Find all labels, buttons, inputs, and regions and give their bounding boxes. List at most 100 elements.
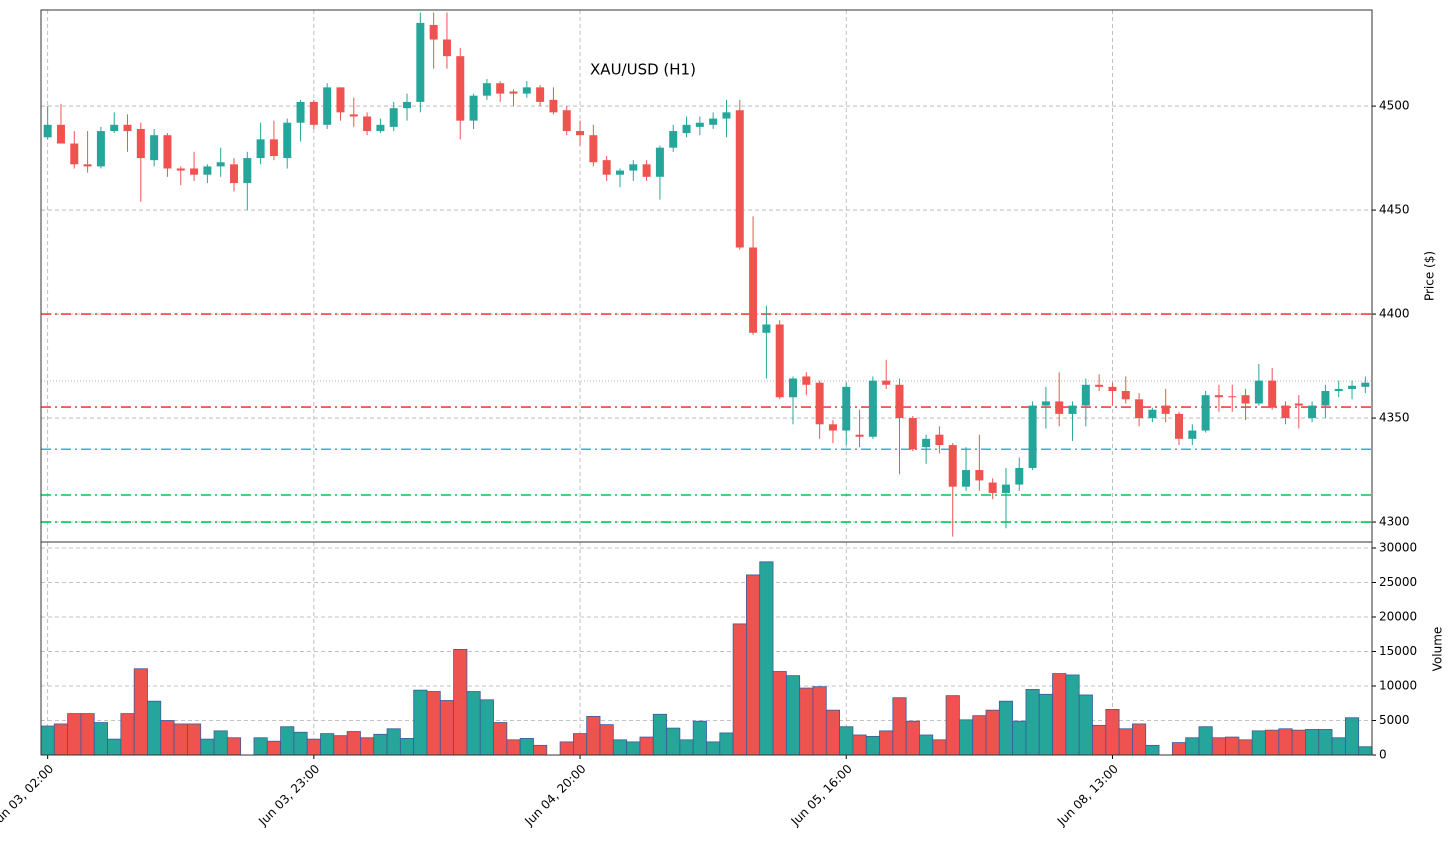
- volume-bar: [639, 736, 654, 756]
- volume-bar: [1318, 729, 1333, 756]
- candle-body: [203, 166, 212, 175]
- volume-bar: [53, 723, 69, 756]
- volume-bar: [40, 725, 55, 756]
- candle-body: [1108, 386, 1117, 392]
- volume-bar: [80, 713, 95, 756]
- volume-bar: [1052, 673, 1067, 756]
- volume-bar: [772, 671, 787, 756]
- candle-body: [1028, 405, 1037, 468]
- candle-body: [56, 124, 65, 144]
- candle-body: [935, 434, 944, 446]
- candle-body: [576, 131, 585, 136]
- candle-body: [789, 378, 798, 398]
- candle-body: [43, 124, 52, 138]
- candle-body: [269, 139, 278, 156]
- candle-body: [96, 131, 105, 167]
- candle-body: [1214, 395, 1223, 398]
- candle-body: [190, 168, 199, 175]
- candle-body: [722, 112, 731, 119]
- volume-bar: [972, 715, 987, 756]
- candle-body: [1254, 380, 1263, 404]
- y-tick-label: 15000: [1379, 644, 1417, 658]
- candle-body: [336, 87, 345, 113]
- candle-body: [828, 424, 837, 431]
- volume-bar: [1251, 730, 1266, 756]
- candle-body: [1135, 399, 1144, 419]
- candle-body: [363, 116, 372, 132]
- candle-body: [309, 101, 318, 125]
- volume-bar: [586, 715, 601, 756]
- volume-bar: [253, 737, 268, 756]
- candle-body: [1095, 384, 1104, 387]
- y-tick-label: 20000: [1379, 610, 1417, 624]
- candle-body: [1268, 380, 1277, 408]
- volume-bar: [1238, 739, 1253, 756]
- volume-bar: [679, 739, 694, 756]
- candle-body: [1081, 384, 1090, 406]
- volume-bar: [932, 739, 947, 756]
- volume-bar: [293, 731, 308, 756]
- candle-body: [1361, 382, 1370, 387]
- volume-bar: [266, 740, 281, 756]
- volume-bar: [865, 735, 880, 756]
- candle-body: [988, 482, 997, 493]
- candle-body: [1281, 405, 1290, 419]
- candle-body: [376, 124, 385, 132]
- volume-bar: [1105, 709, 1120, 756]
- volume-bar: [785, 675, 801, 756]
- candle-body: [682, 124, 691, 134]
- candle-body: [456, 56, 465, 121]
- candle-body: [1175, 413, 1184, 439]
- volume-bar: [346, 731, 361, 756]
- candle-body: [629, 164, 638, 171]
- candle-body: [522, 87, 531, 94]
- volume-bar: [1171, 742, 1187, 756]
- volume-bar: [1278, 728, 1293, 756]
- volume-bar: [1225, 736, 1240, 756]
- candle-body: [176, 168, 185, 171]
- volume-bar: [958, 719, 974, 756]
- volume-bar: [666, 727, 681, 756]
- volume-bar: [612, 739, 628, 756]
- candle-body: [1241, 395, 1250, 404]
- volume-bar: [1078, 694, 1093, 756]
- candle-body: [669, 131, 678, 148]
- volume-bar: [1305, 729, 1320, 756]
- candle-body: [296, 101, 305, 123]
- candle-body: [416, 22, 425, 102]
- volume-bar: [599, 724, 614, 756]
- y-axis-label: Price ($): [1423, 251, 1437, 301]
- candle-body: [855, 434, 864, 437]
- volume-bar: [386, 728, 401, 756]
- volume-bar: [746, 574, 761, 756]
- y-tick-label: 25000: [1379, 575, 1417, 589]
- candle-body: [948, 445, 957, 487]
- candle-body: [1015, 467, 1024, 485]
- candle-body: [83, 164, 92, 167]
- candle-body: [509, 91, 518, 94]
- candle-body: [429, 24, 438, 40]
- volume-bar: [1185, 737, 1200, 756]
- candle-body: [403, 101, 412, 109]
- volume-bar: [160, 720, 175, 756]
- y-axis-label: Volume: [1431, 627, 1445, 672]
- volume-bar: [213, 730, 228, 756]
- candle-body: [496, 83, 505, 94]
- candle-body: [962, 470, 971, 487]
- candle-body: [709, 118, 718, 125]
- candle-body: [1121, 391, 1130, 400]
- volume-bar: [879, 730, 894, 756]
- candle-body: [469, 95, 478, 121]
- volume-bar: [985, 709, 1000, 756]
- candle-body: [110, 124, 119, 132]
- candle-body: [562, 110, 571, 132]
- volume-bar: [320, 733, 335, 756]
- volume-bar: [120, 713, 135, 756]
- volume-bar: [360, 737, 375, 756]
- volume-bar: [453, 649, 468, 756]
- volume-bar: [226, 737, 242, 756]
- volume-bar: [533, 744, 548, 756]
- volume-bar: [719, 732, 734, 756]
- y-tick-label: 4500: [1379, 99, 1410, 113]
- candle-body: [136, 128, 145, 159]
